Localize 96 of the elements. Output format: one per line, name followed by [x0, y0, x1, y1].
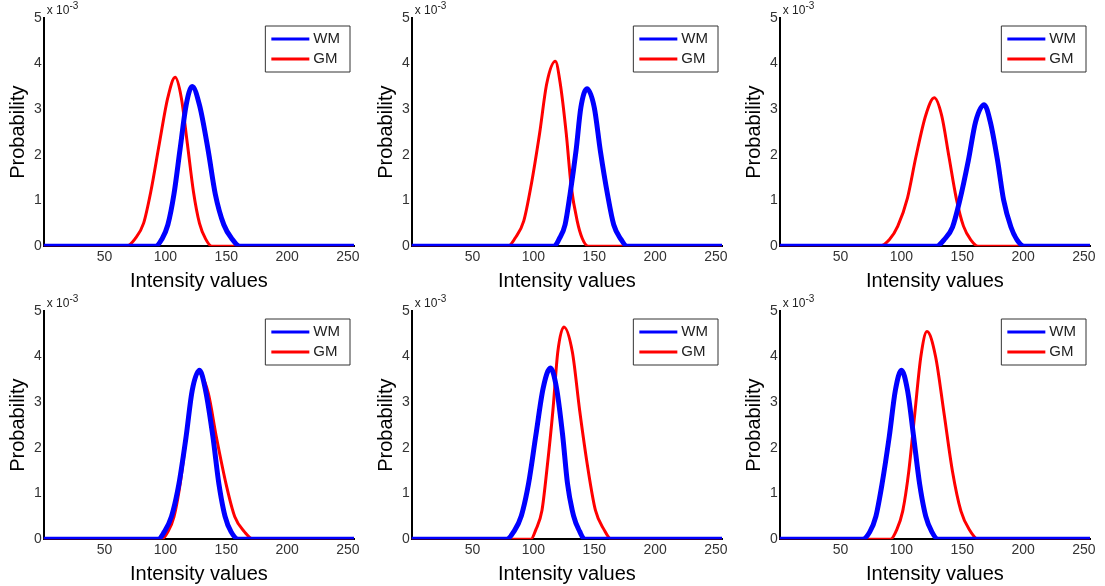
x-tick-label: 250 [336, 248, 360, 265]
x-axis-title: Intensity values [497, 268, 636, 291]
x-tick-label: 50 [96, 541, 113, 558]
y-tick-label: 2 [769, 438, 778, 455]
x-tick-label: 150 [582, 248, 607, 265]
legend-label: GM [681, 342, 706, 360]
annotation: x 10$^{-3}$ [782, 293, 815, 310]
x-tick-label: 150 [950, 248, 975, 265]
legend-label: WM [1049, 29, 1076, 47]
x-tick-label: 150 [214, 248, 239, 265]
y-tick-label: 1 [33, 191, 42, 208]
y-tick-label: 3 [33, 393, 42, 410]
legend-label: GM [681, 49, 706, 67]
x-tick-label: 200 [275, 541, 299, 558]
y-tick-label: 5 [401, 301, 410, 318]
y-tick-label: 4 [769, 54, 778, 71]
y-axis-title: Probability [741, 85, 764, 179]
x-tick-label: 50 [832, 248, 849, 265]
y-tick-label: 4 [401, 54, 410, 71]
legend-label: WM [681, 29, 708, 47]
x-tick-label: 100 [153, 541, 178, 558]
x-tick-label: 100 [889, 541, 914, 558]
y-axis-title: Probability [5, 378, 28, 472]
legend-label: GM [313, 342, 338, 360]
x-tick-label: 200 [1011, 541, 1035, 558]
y-axis-title: Probability [5, 85, 28, 179]
x-tick-label: 250 [704, 248, 728, 265]
x-tick-label: 250 [1072, 248, 1096, 265]
y-tick-label: 1 [401, 484, 410, 501]
x-tick-label: 100 [521, 541, 546, 558]
legend-label: WM [681, 322, 708, 340]
y-tick-label: 3 [769, 100, 778, 117]
y-tick-label: 5 [769, 301, 778, 318]
y-tick-label: 0 [769, 237, 778, 254]
annotation: x 10$^{-3}$ [414, 0, 447, 17]
x-tick-label: 200 [643, 541, 667, 558]
y-tick-label: 3 [33, 100, 42, 117]
legend-label: WM [313, 322, 340, 340]
x-axis-title: Intensity values [129, 561, 268, 584]
y-tick-label: 5 [33, 8, 42, 25]
y-tick-label: 5 [33, 301, 42, 318]
y-tick-label: 3 [401, 100, 410, 117]
legend-label: GM [1049, 342, 1074, 360]
y-tick-label: 5 [769, 8, 778, 25]
y-tick-label: 2 [401, 438, 410, 455]
x-tick-label: 200 [643, 248, 667, 265]
y-tick-label: 2 [33, 145, 42, 162]
y-tick-label: 1 [769, 484, 778, 501]
y-tick-label: 0 [401, 237, 410, 254]
x-tick-label: 100 [153, 248, 178, 265]
y-tick-label: 1 [769, 191, 778, 208]
y-axis-title: Probability [741, 378, 764, 472]
x-tick-label: 50 [832, 541, 849, 558]
y-tick-label: 2 [769, 145, 778, 162]
y-tick-label: 0 [769, 530, 778, 547]
x-axis-title: Intensity values [129, 268, 268, 291]
x-tick-label: 150 [214, 541, 239, 558]
annotation: x 10$^{-3}$ [782, 0, 815, 17]
x-tick-label: 50 [464, 248, 481, 265]
x-axis-title: Intensity values [865, 561, 1004, 584]
y-axis-title: Probability [373, 85, 396, 179]
y-tick-label: 1 [33, 484, 42, 501]
y-tick-label: 3 [769, 393, 778, 410]
y-tick-label: 1 [401, 191, 410, 208]
x-tick-label: 50 [96, 248, 113, 265]
x-axis-title: Intensity values [497, 561, 636, 584]
y-tick-label: 2 [401, 145, 410, 162]
legend-label: GM [313, 49, 338, 67]
y-tick-label: 0 [33, 237, 42, 254]
y-tick-label: 4 [33, 347, 42, 364]
y-tick-label: 0 [401, 530, 410, 547]
y-tick-label: 3 [401, 393, 410, 410]
x-axis-title: Intensity values [865, 268, 1004, 291]
y-tick-label: 5 [401, 8, 410, 25]
annotation: x 10$^{-3}$ [414, 293, 447, 310]
x-tick-label: 200 [275, 248, 299, 265]
annotation: x 10$^{-3}$ [46, 0, 79, 17]
x-tick-label: 200 [1011, 248, 1035, 265]
x-tick-label: 150 [582, 541, 607, 558]
y-tick-label: 4 [401, 347, 410, 364]
y-tick-label: 0 [33, 530, 42, 547]
y-axis-title: Probability [373, 378, 396, 472]
x-tick-label: 150 [950, 541, 975, 558]
x-tick-label: 100 [889, 248, 914, 265]
y-tick-label: 4 [33, 54, 42, 71]
legend-label: WM [1049, 322, 1076, 340]
x-tick-label: 250 [704, 541, 728, 558]
x-tick-label: 50 [464, 541, 481, 558]
annotation: x 10$^{-3}$ [46, 293, 79, 310]
x-tick-label: 250 [336, 541, 360, 558]
x-tick-label: 250 [1072, 541, 1096, 558]
y-tick-label: 4 [769, 347, 778, 364]
legend-label: WM [313, 29, 340, 47]
x-tick-label: 100 [521, 248, 546, 265]
legend-label: GM [1049, 49, 1074, 67]
y-tick-label: 2 [33, 438, 42, 455]
